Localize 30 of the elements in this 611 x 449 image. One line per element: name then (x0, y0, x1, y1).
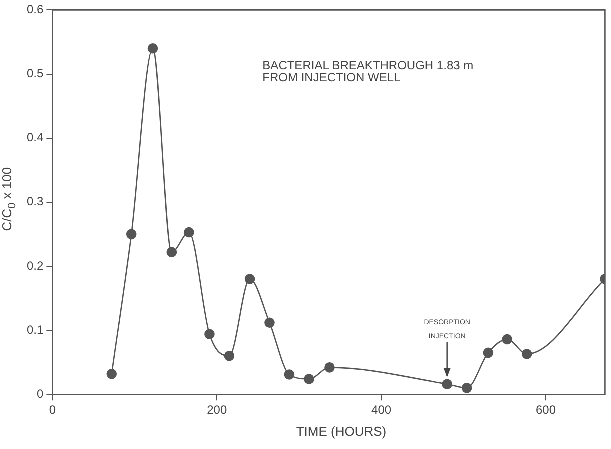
point (184, 227, 194, 238)
x-axis-title: TIME (HOURS) (295, 424, 388, 439)
x-tick-label: 200 (207, 403, 228, 418)
point (324, 362, 335, 373)
point (106, 368, 118, 380)
point (264, 318, 275, 328)
point (462, 383, 472, 394)
annotation: BACTERIAL BREAKTHROUGH 1.83 m FROM INJECTION WELL (262, 58, 474, 85)
point (502, 334, 513, 345)
y-tick-label: 0.1 (26, 322, 44, 337)
y-tick-label: 0.5 (26, 66, 44, 81)
point (483, 348, 494, 358)
point (224, 351, 235, 362)
point (204, 329, 215, 340)
y-tick-label: 0 (36, 386, 44, 401)
point (126, 229, 137, 240)
point (442, 379, 452, 390)
point (244, 274, 256, 284)
point (522, 349, 532, 360)
y-tick-label: 0.3 (26, 194, 44, 209)
y-tick-label: 0.4 (26, 130, 44, 145)
y-tick-label: 0.6 (26, 2, 44, 17)
x-tick-label: 0 (49, 403, 56, 418)
point (166, 247, 178, 258)
x-tick-label: 400 (372, 403, 392, 418)
point (148, 43, 158, 54)
point (304, 374, 314, 384)
point (284, 370, 295, 380)
y-tick-label: 0.2 (26, 258, 44, 273)
x-tick-label: 600 (536, 403, 556, 418)
